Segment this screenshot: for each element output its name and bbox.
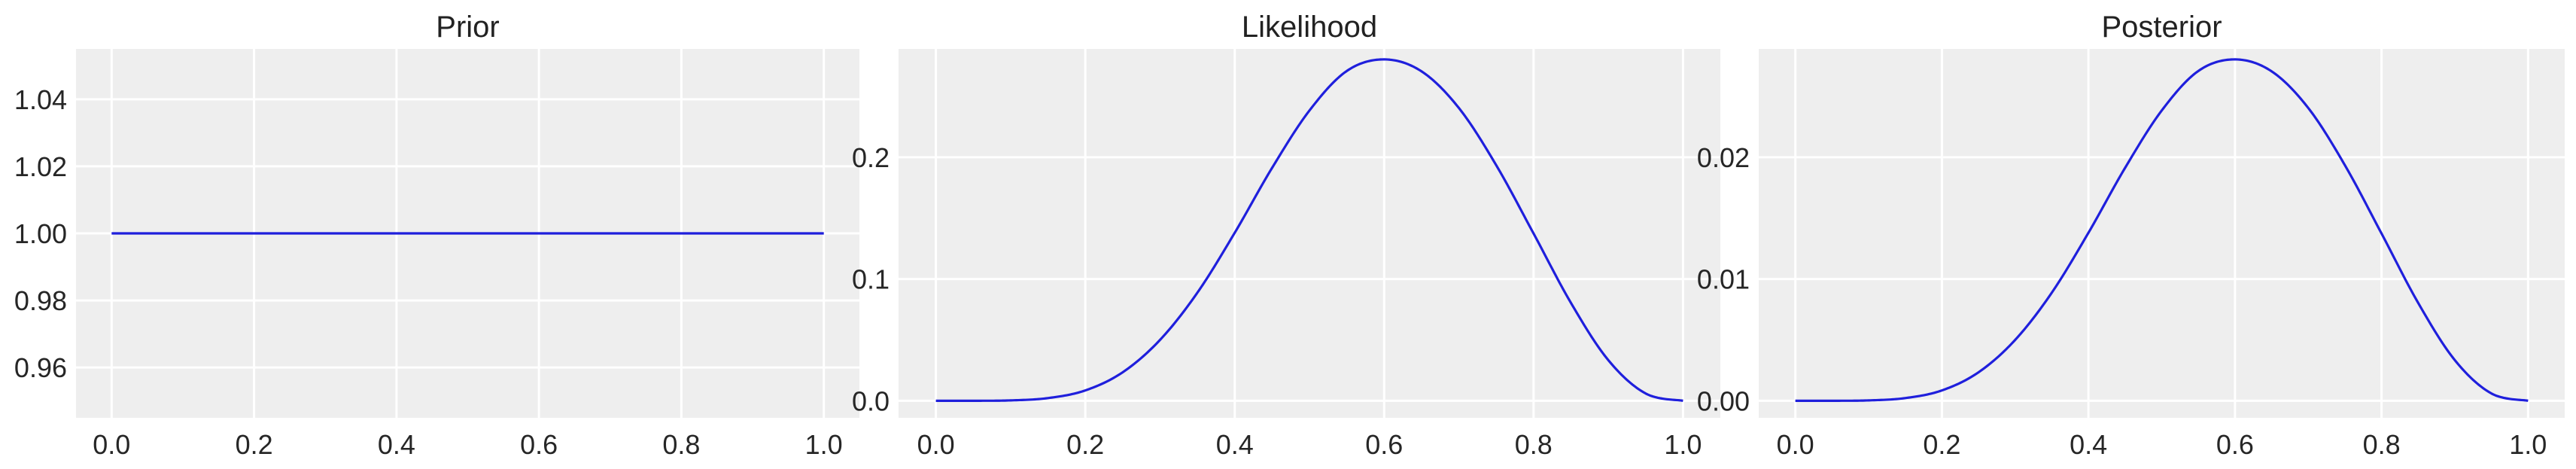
posterior-series-line [1795,58,2529,402]
likelihood-x-tick-label: 1.0 [1664,429,1702,460]
prior-x-tick-label: 0.0 [93,429,130,460]
prior-y-tick-label: 1.04 [14,84,67,115]
likelihood-panel: 0.0 0.2 0.4 0.6 0.8 1.0 0.0 0.1 0.2 Likelihood [852,11,1720,460]
likelihood-y-tick-label: 0.1 [852,264,890,295]
likelihood-title: Likelihood [1242,11,1377,44]
likelihood-x-tick-label: 0.8 [1515,429,1553,460]
posterior-panel: 0.0 0.2 0.4 0.6 0.8 1.0 0.00 0.01 0.02 Posterior [1697,11,2565,460]
likelihood-x-tick-label: 0.2 [1066,429,1104,460]
likelihood-plot-background [899,49,1720,418]
likelihood-y-tick-label: 0.0 [852,385,890,416]
likelihood-x-tick-label: 0.4 [1216,429,1254,460]
posterior-y-tick-label: 0.02 [1697,142,1750,173]
posterior-x-tick-label: 1.0 [2509,429,2547,460]
prior-x-tick-label: 0.2 [236,429,273,460]
prior-x-tick-label: 0.8 [662,429,700,460]
prior-x-tick-label: 1.0 [805,429,843,460]
prior-y-tick-label: 0.96 [14,352,67,383]
prior-title: Prior [436,11,499,44]
posterior-y-tick-label: 0.01 [1697,264,1750,295]
posterior-x-tick-label: 0.0 [1777,429,1814,460]
posterior-title: Posterior [2101,11,2222,44]
posterior-y-tick-label: 0.00 [1697,385,1750,416]
posterior-x-tick-label: 0.8 [2363,429,2401,460]
likelihood-x-tick-label: 0.0 [917,429,955,460]
prior-x-tick-label: 0.4 [378,429,415,460]
prior-y-tick-label: 1.02 [14,151,67,182]
posterior-plot-background [1759,49,2565,418]
posterior-x-tick-label: 0.4 [2070,429,2107,460]
likelihood-series-line [935,58,1683,402]
prior-y-tick-label: 1.00 [14,218,67,249]
likelihood-x-tick-label: 0.6 [1365,429,1403,460]
posterior-x-tick-label: 0.2 [1923,429,1960,460]
posterior-x-tick-label: 0.6 [2216,429,2254,460]
prior-panel: 0.0 0.2 0.4 0.6 0.8 1.0 0.96 0.98 1.00 1.02 1.04 Pr… [14,11,859,460]
likelihood-y-tick-label: 0.2 [852,142,890,173]
prior-y-tick-label: 0.98 [14,285,67,316]
prior-x-tick-label: 0.6 [520,429,558,460]
